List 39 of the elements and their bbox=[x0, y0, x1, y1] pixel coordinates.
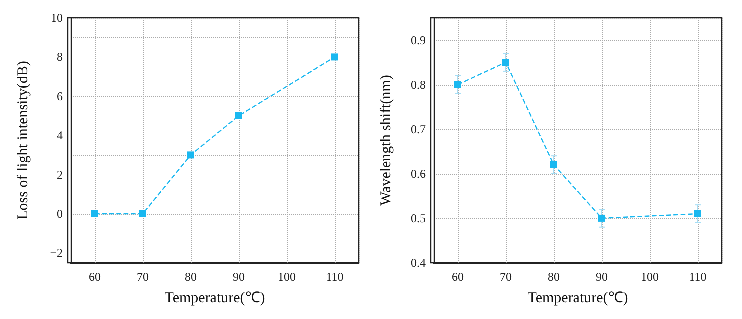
y-tick-label: 0.6 bbox=[411, 166, 426, 181]
point bbox=[694, 210, 702, 218]
y-tick-label: 0 bbox=[57, 207, 63, 221]
point bbox=[236, 112, 242, 120]
x-tick-label: 80 bbox=[548, 270, 560, 284]
x-axis-title: Temperature(℃) bbox=[164, 290, 266, 306]
x-tick-label: 90 bbox=[233, 270, 245, 284]
point bbox=[140, 210, 146, 218]
y-axis-title: Loss of light intensity(dB) bbox=[16, 61, 32, 220]
point bbox=[188, 152, 194, 159]
x-tick-label: 110 bbox=[326, 270, 344, 284]
y-tick-label: −2 bbox=[50, 246, 63, 260]
x-tick-label: 90 bbox=[596, 270, 608, 284]
y-tick-label: 6 bbox=[57, 89, 63, 104]
y-tick-label: 8 bbox=[57, 50, 63, 64]
y-tick-label: 0.9 bbox=[411, 33, 426, 48]
y-tick-label: 4 bbox=[57, 128, 63, 143]
x-tick-label: 110 bbox=[689, 270, 707, 284]
y-tick-label: 0.4 bbox=[411, 256, 426, 270]
point bbox=[502, 59, 510, 66]
point bbox=[454, 81, 462, 88]
x-tick-label: 70 bbox=[137, 270, 149, 284]
x-tick-label: 100 bbox=[641, 270, 659, 284]
y-tick-label: 10 bbox=[51, 11, 63, 25]
y-tick-label: 2 bbox=[57, 168, 63, 182]
point bbox=[598, 214, 606, 222]
x-tick-label: 70 bbox=[500, 270, 512, 284]
y-tick-label: 0.5 bbox=[411, 211, 426, 226]
point bbox=[332, 54, 338, 61]
x-tick-label: 80 bbox=[185, 270, 197, 284]
point bbox=[550, 162, 558, 168]
x-tick-label: 60 bbox=[452, 270, 464, 284]
y-axis-title: Wavelength shift(nm) bbox=[378, 75, 394, 206]
y-tick-label: 0.8 bbox=[411, 78, 426, 92]
point bbox=[92, 210, 98, 218]
x-tick-label: 60 bbox=[89, 270, 101, 284]
y-tick-label: 0.7 bbox=[411, 122, 426, 136]
x-tick-label: 100 bbox=[278, 270, 296, 284]
x-axis-title: Temperature(℃) bbox=[528, 290, 628, 306]
